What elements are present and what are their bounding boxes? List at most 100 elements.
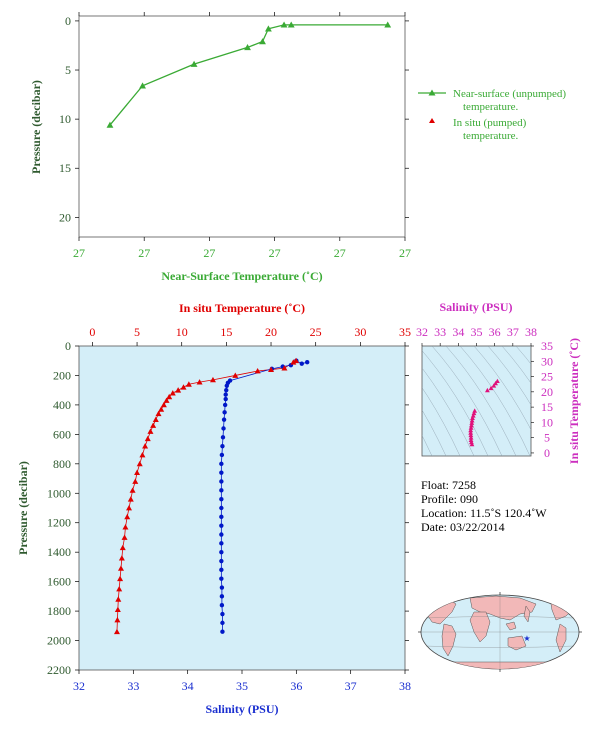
salinity-point xyxy=(223,392,228,397)
ts-y-tick-label: 5 xyxy=(544,431,550,445)
density-contour xyxy=(487,346,531,406)
temperature-point xyxy=(158,406,165,412)
main-temperature-tick-label: 30 xyxy=(354,325,366,339)
salinity-point xyxy=(224,387,229,393)
top-x-tick-label: 27 xyxy=(203,246,215,260)
ts-x-axis-label: Salinity (PSU) xyxy=(439,300,512,314)
main-y-tick-label: 2200 xyxy=(47,663,71,677)
temperature-point xyxy=(232,372,239,378)
temperature-point xyxy=(144,435,151,442)
salinity-point xyxy=(219,523,224,528)
salinity-point xyxy=(305,360,310,365)
float-id: Float: 7258 xyxy=(421,478,476,492)
map-graticule xyxy=(421,595,579,669)
top-x-axis-label: Near-Surface Temperature (˚C) xyxy=(161,269,322,283)
legend-label-in-situ-2: temperature. xyxy=(463,130,519,142)
float-location-marker: ★ xyxy=(523,634,530,643)
top-x-tick-label: 27 xyxy=(269,246,281,260)
ts-y-tick-label: 25 xyxy=(541,370,553,384)
temperature-point xyxy=(185,381,192,387)
salinity-point xyxy=(220,629,225,634)
salinity-point xyxy=(219,496,224,502)
salinity-point xyxy=(219,532,224,537)
top-x-tick-label: 27 xyxy=(334,246,346,260)
legend-triangle-red xyxy=(429,118,435,123)
near-surface-temperature-plot: 0 5 10 15 20 27 27 27 27 27 27 Near-Surface Tempe… xyxy=(29,12,411,283)
main-top-axis-label: In situ Temperature (˚C) xyxy=(179,301,305,315)
ts-point xyxy=(469,423,474,428)
temperature-point xyxy=(129,487,136,493)
ts-point xyxy=(494,378,500,384)
main-temperature-tick-label: 10 xyxy=(176,325,188,339)
legend-label-near-surface: Near-surface (unpumped) xyxy=(453,88,566,100)
near-surface-temperature-point xyxy=(139,82,146,89)
main-y-tick-label: 1800 xyxy=(47,604,71,618)
temperature-point xyxy=(268,366,275,372)
temperature-point xyxy=(150,422,157,428)
salinity-point xyxy=(222,410,227,415)
top-y-tick-label: 15 xyxy=(59,161,71,175)
main-temperature-tick-label: 15 xyxy=(220,325,232,339)
main-temperature-tick-label: 0 xyxy=(89,325,95,339)
temperature-point xyxy=(114,606,121,613)
salinity-point xyxy=(219,585,225,590)
temperature-point xyxy=(122,524,129,530)
density-contour xyxy=(473,346,531,431)
ts-point xyxy=(469,418,475,423)
top-plot-frame xyxy=(78,15,406,238)
ts-point xyxy=(468,425,474,430)
top-x-tick-label: 27 xyxy=(399,246,411,260)
density-contour xyxy=(422,434,433,456)
ts-y-axis-label: In situ Temperature (˚C) xyxy=(567,338,581,464)
ts-point xyxy=(471,410,477,416)
profile-plot: 0200400600800100012001400160018002000220… xyxy=(16,301,411,716)
main-y-tick-label: 0 xyxy=(65,339,71,353)
ts-point xyxy=(468,427,474,433)
main-salinity-tick-label: 35 xyxy=(236,679,248,693)
salinity-point xyxy=(219,558,224,564)
ts-x-tick-label: 34 xyxy=(452,325,464,339)
ts-x-tick-label: 38 xyxy=(525,325,537,339)
legend-triangle-green xyxy=(428,89,436,96)
main-temperature-tick-label: 5 xyxy=(134,325,140,339)
density-contour xyxy=(431,346,503,456)
temperature-point xyxy=(136,460,143,467)
temperature-point xyxy=(126,505,133,511)
top-x-tick-label: 27 xyxy=(73,246,85,260)
main-y-tick-label: 800 xyxy=(53,457,71,471)
ts-x-tick-label: 33 xyxy=(434,325,446,339)
salinity-point xyxy=(219,514,224,520)
salinity-point xyxy=(219,567,224,573)
ts-point xyxy=(468,430,474,435)
temperature-point xyxy=(254,368,261,374)
ts-point xyxy=(472,408,478,413)
ts-point xyxy=(470,415,475,421)
near-surface-temperature-point xyxy=(265,25,272,32)
main-y-tick-label: 1200 xyxy=(47,516,71,530)
density-contour xyxy=(422,409,447,456)
temperature-point xyxy=(209,376,216,383)
salinity-point xyxy=(221,426,226,431)
temperature-point xyxy=(127,496,134,502)
salinity-point xyxy=(219,461,224,467)
top-y-axis-label: Pressure (decibar) xyxy=(29,80,43,174)
temperature-point xyxy=(166,393,173,400)
temperature-point xyxy=(117,575,124,582)
density-contour xyxy=(501,346,531,384)
near-surface-temperature-point xyxy=(106,121,114,128)
top-legend: Near-surface (unpumped) temperature. In … xyxy=(418,88,566,142)
ts-x-tick-label: 35 xyxy=(471,325,483,339)
top-y-tick-label: 0 xyxy=(65,14,71,28)
temperature-point xyxy=(175,387,182,393)
temperature-point xyxy=(155,410,162,417)
ts-y-tick-label: 15 xyxy=(541,400,553,414)
main-y-tick-label: 2000 xyxy=(47,634,71,648)
float-info: Float: 7258 Profile: 090 Location: 11.5˚… xyxy=(421,478,547,534)
density-contour xyxy=(459,346,531,456)
temperature-point xyxy=(160,401,167,408)
salinity-point xyxy=(222,402,228,408)
main-salinity-tick-label: 32 xyxy=(73,679,85,693)
ts-point xyxy=(488,385,494,391)
ts-point xyxy=(469,420,475,425)
